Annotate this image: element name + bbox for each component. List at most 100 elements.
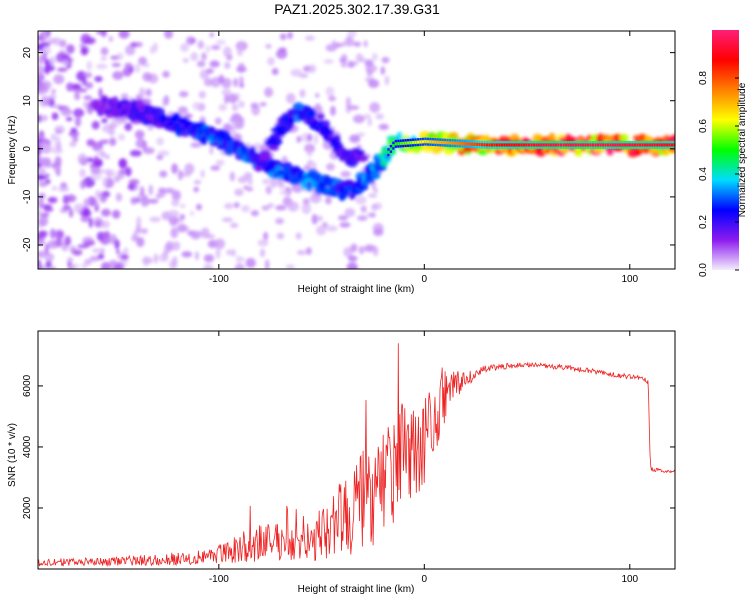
band-core (626, 143, 629, 147)
spectrogram-noise-blob (221, 217, 234, 223)
band-core (483, 143, 486, 147)
band-core (490, 143, 494, 147)
snr-background (38, 331, 675, 569)
band-core (584, 143, 587, 147)
spectrogram-noise-blob (311, 161, 317, 170)
spectrogram-noise-blob (235, 255, 242, 263)
spectrogram-noise-blob (350, 243, 358, 253)
band-core (624, 143, 627, 147)
spectrogram-noise-blob (106, 168, 113, 178)
band-core (537, 143, 540, 147)
spectrogram-noise-blob (38, 251, 45, 258)
spectrogram-noise-blob (72, 83, 81, 90)
spectrogram-noise-blob (115, 249, 121, 254)
y-tick-label: 0 (22, 146, 33, 152)
band-core (562, 143, 565, 147)
spectrogram-noise-blob (340, 53, 348, 64)
spectrogram-noise-blob (295, 232, 302, 240)
spectrogram-noise-blob (210, 76, 221, 88)
spectrogram-ridge-blob (619, 133, 629, 143)
band-core (439, 140, 442, 144)
band-core (515, 143, 518, 147)
spectrogram-noise-blob (163, 31, 174, 39)
spectrogram-noise-blob (339, 222, 351, 228)
band-core (614, 143, 617, 147)
spectrogram-noise-blob (307, 150, 313, 157)
spectrogram-noise-blob (120, 254, 129, 260)
spectrogram-noise-blob (224, 62, 231, 70)
spectrogram-noise-blob (140, 228, 148, 234)
band-core (611, 143, 614, 147)
band-core (500, 143, 503, 147)
spectrogram-noise-blob (110, 170, 116, 178)
band-core (419, 140, 422, 144)
band-core (643, 143, 646, 147)
spectrogram-noise-blob (368, 193, 378, 198)
spectrogram-noise-blob (315, 93, 320, 98)
spectrogram-noise-blob (140, 196, 150, 207)
band-core (508, 143, 511, 147)
band-core (478, 142, 481, 147)
spectrogram-noise-blob (285, 93, 296, 104)
spectrogram-noise-blob (325, 196, 332, 205)
spectrogram-noise-blob (349, 134, 361, 143)
spectrogram-noise-blob (214, 238, 226, 250)
spectrogram-blobs (38, 31, 675, 269)
band-core (441, 140, 444, 145)
spectrogram-noise-blob (209, 60, 220, 68)
spectrogram-noise-blob (163, 95, 170, 106)
snr-ticks: -100 0 100 2000 4000 6000 (22, 331, 675, 585)
spectrogram-ridge-blob (208, 126, 217, 134)
spectrogram-noise-blob (56, 140, 62, 152)
spectrogram-noise-blob (203, 263, 214, 269)
spectrogram-noise-blob (228, 93, 238, 104)
band-core (389, 147, 392, 151)
band-core (426, 140, 429, 144)
band-core (411, 140, 415, 145)
spectrogram-noise-blob (117, 133, 126, 141)
band-core (569, 143, 572, 147)
spectrogram-noise-blob (70, 263, 80, 269)
spectrogram-noise-blob (234, 188, 244, 197)
spectrogram-noise-blob (325, 225, 338, 232)
spectrogram-noise-blob (264, 259, 270, 269)
spectrogram-noise-blob (221, 88, 232, 96)
spectrogram-noise-blob (128, 179, 140, 185)
spectrogram-noise-blob (236, 47, 244, 57)
colorbar-label: Normalized spectral amplitude (737, 82, 748, 217)
band-core (397, 142, 400, 146)
spectrogram-noise-blob (54, 156, 62, 167)
spectrogram-noise-blob (94, 189, 102, 200)
spectrogram-noise-blob (223, 123, 232, 133)
spectrogram-noise-blob (224, 202, 234, 210)
spectrogram-noise-blob (101, 118, 108, 124)
spectrogram-noise-blob (162, 70, 170, 78)
band-core (466, 142, 469, 146)
spectrogram-noise-blob (287, 31, 293, 40)
band-core (518, 143, 521, 147)
spectrogram-noise-blob (205, 44, 211, 53)
spectrogram-noise-blob (82, 77, 87, 86)
spectrogram-noise-blob (108, 128, 116, 136)
spectrogram-noise-blob (290, 68, 303, 77)
spectrogram-noise-blob (353, 41, 362, 47)
x-tick-label: 100 (621, 574, 638, 585)
spectrogram-noise-blob (38, 215, 49, 227)
band-core (582, 143, 585, 147)
spectrogram-noise-blob (193, 179, 202, 185)
band-core (453, 141, 457, 145)
spectrogram-noise-blob (117, 169, 125, 180)
spectrogram-noise-blob (140, 186, 145, 197)
spectrogram-noise-blob (363, 113, 372, 120)
spectrogram-noise-blob (276, 49, 288, 60)
spectrogram-noise-blob (309, 193, 322, 204)
spectrogram-noise-blob (90, 166, 101, 174)
spectrogram-noise-blob (171, 198, 180, 207)
spectrogram-noise-blob (69, 141, 77, 147)
spectrogram-noise-blob (234, 263, 245, 269)
spectrogram-noise-blob (73, 108, 85, 118)
spectrogram-noise-blob (38, 114, 43, 123)
spectrogram-noise-blob (285, 264, 296, 269)
spectrogram-noise-blob (190, 142, 202, 148)
